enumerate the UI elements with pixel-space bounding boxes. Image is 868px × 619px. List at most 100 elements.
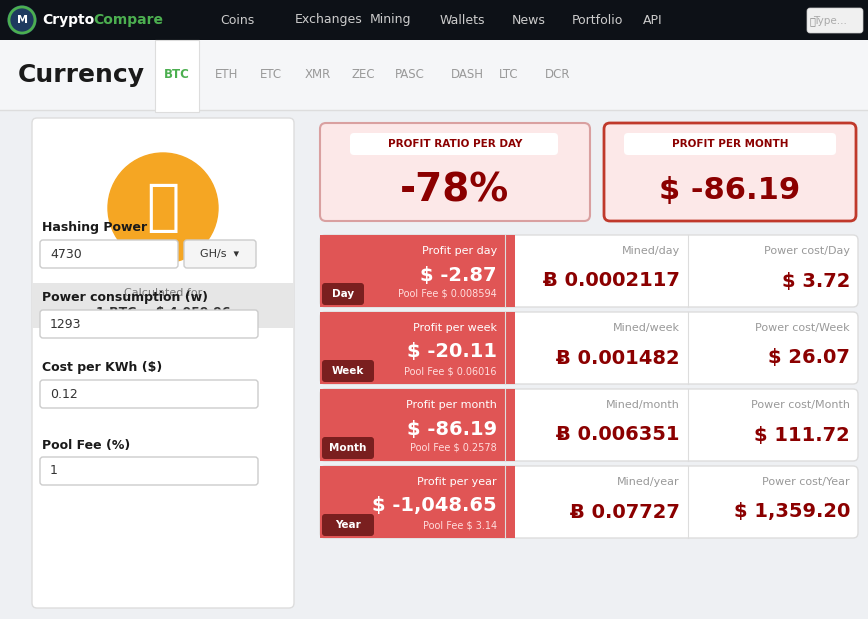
Text: ZEC: ZEC (351, 69, 375, 82)
Text: GH/s  ▾: GH/s ▾ (201, 249, 240, 259)
Text: $ 26.07: $ 26.07 (768, 348, 850, 368)
Bar (320, 235, 505, 307)
Text: Pool Fee (%): Pool Fee (%) (42, 438, 130, 451)
Text: $ 1,359.20: $ 1,359.20 (733, 503, 850, 521)
FancyBboxPatch shape (320, 466, 515, 538)
Text: Type...: Type... (813, 16, 847, 26)
Bar (0, 40, 868, 110)
Text: API: API (643, 14, 662, 27)
Text: Power cost/Month: Power cost/Month (751, 400, 850, 410)
FancyBboxPatch shape (807, 8, 863, 33)
Text: Cost per KWh ($): Cost per KWh ($) (42, 361, 162, 374)
FancyBboxPatch shape (32, 118, 294, 608)
Text: Ƀ 0.0002117: Ƀ 0.0002117 (543, 272, 680, 290)
Bar (500, 389, 515, 461)
FancyBboxPatch shape (604, 123, 856, 221)
Text: Pool Fee $ 0.2578: Pool Fee $ 0.2578 (411, 443, 497, 453)
Text: Mining: Mining (370, 14, 411, 27)
Text: Coins: Coins (220, 14, 254, 27)
FancyBboxPatch shape (320, 389, 515, 461)
Text: Pool Fee $ 3.14: Pool Fee $ 3.14 (423, 520, 497, 530)
Text: LTC: LTC (499, 69, 518, 82)
Bar (500, 312, 515, 384)
Text: DASH: DASH (451, 69, 484, 82)
FancyBboxPatch shape (320, 312, 858, 384)
Text: M: M (16, 15, 28, 25)
Text: Mined/week: Mined/week (613, 323, 680, 333)
Text: BTC: BTC (164, 69, 190, 82)
Text: Compare: Compare (93, 13, 163, 27)
FancyBboxPatch shape (320, 235, 858, 307)
Text: Year: Year (335, 520, 361, 530)
Text: Day: Day (332, 289, 354, 299)
Text: Hashing Power: Hashing Power (42, 222, 147, 235)
Text: 🔍: 🔍 (810, 16, 816, 26)
FancyBboxPatch shape (624, 133, 836, 155)
Text: Mined/year: Mined/year (617, 477, 680, 487)
Bar (500, 235, 515, 307)
Text: Power cost/Week: Power cost/Week (755, 323, 850, 333)
Text: $ 111.72: $ 111.72 (754, 425, 850, 444)
Text: Pool Fee $ 0.008594: Pool Fee $ 0.008594 (398, 289, 497, 299)
Text: $ -20.11: $ -20.11 (407, 342, 497, 361)
Bar (32, 283, 294, 328)
FancyBboxPatch shape (322, 360, 374, 382)
Text: Calculated for: Calculated for (124, 288, 202, 298)
Circle shape (8, 6, 36, 34)
FancyBboxPatch shape (350, 133, 558, 155)
Bar (500, 466, 515, 538)
FancyBboxPatch shape (320, 312, 515, 384)
FancyBboxPatch shape (184, 240, 256, 268)
FancyBboxPatch shape (322, 437, 374, 459)
Text: Ƀ 0.001482: Ƀ 0.001482 (556, 348, 680, 368)
Text: Crypto: Crypto (42, 13, 95, 27)
Text: Profit per year: Profit per year (418, 477, 497, 487)
Text: Ƀ 0.006351: Ƀ 0.006351 (556, 425, 680, 444)
FancyBboxPatch shape (320, 466, 858, 538)
Bar (320, 312, 505, 384)
Text: $ -2.87: $ -2.87 (420, 266, 497, 285)
Bar (0, 0, 868, 40)
Bar (320, 466, 505, 538)
Text: Profit per day: Profit per day (422, 246, 497, 256)
FancyBboxPatch shape (40, 310, 258, 338)
FancyBboxPatch shape (322, 514, 374, 536)
Text: ETH: ETH (215, 69, 239, 82)
Text: News: News (512, 14, 546, 27)
FancyBboxPatch shape (40, 240, 178, 268)
Text: ETC: ETC (260, 69, 282, 82)
Text: Portfolio: Portfolio (572, 14, 623, 27)
Text: -78%: -78% (400, 172, 510, 210)
Text: Power cost/Year: Power cost/Year (762, 477, 850, 487)
Text: Power cost/Day: Power cost/Day (764, 246, 850, 256)
Text: Pool Fee $ 0.06016: Pool Fee $ 0.06016 (404, 366, 497, 376)
Text: $ -86.19: $ -86.19 (407, 420, 497, 438)
Text: Mined/day: Mined/day (621, 246, 680, 256)
Text: 1293: 1293 (50, 318, 82, 331)
Text: Exchanges: Exchanges (295, 14, 363, 27)
Text: PROFIT RATIO PER DAY: PROFIT RATIO PER DAY (388, 139, 523, 149)
Text: Profit per week: Profit per week (413, 323, 497, 333)
Circle shape (108, 153, 218, 263)
FancyBboxPatch shape (40, 457, 258, 485)
Text: 4730: 4730 (50, 248, 82, 261)
FancyBboxPatch shape (322, 283, 364, 305)
Text: $ -1,048.65: $ -1,048.65 (372, 496, 497, 516)
FancyBboxPatch shape (40, 380, 258, 408)
Text: $ 3.72: $ 3.72 (781, 272, 850, 290)
FancyBboxPatch shape (320, 389, 858, 461)
Text: Ƀ 0.07727: Ƀ 0.07727 (570, 503, 680, 521)
Text: DCR: DCR (545, 69, 570, 82)
Bar (155, 40, 199, 112)
Text: Currency: Currency (18, 63, 145, 87)
Text: Mined/month: Mined/month (606, 400, 680, 410)
Bar (320, 389, 505, 461)
Text: XMR: XMR (305, 69, 332, 82)
Text: PROFIT PER MONTH: PROFIT PER MONTH (672, 139, 788, 149)
Text: 1 BTC = $ 4,059.96: 1 BTC = $ 4,059.96 (95, 306, 230, 319)
Text: 0.12: 0.12 (50, 387, 78, 400)
Text: Week: Week (332, 366, 365, 376)
Text: Power consumption (w): Power consumption (w) (42, 292, 208, 305)
Text: Wallets: Wallets (440, 14, 485, 27)
Text: Profit per month: Profit per month (406, 400, 497, 410)
